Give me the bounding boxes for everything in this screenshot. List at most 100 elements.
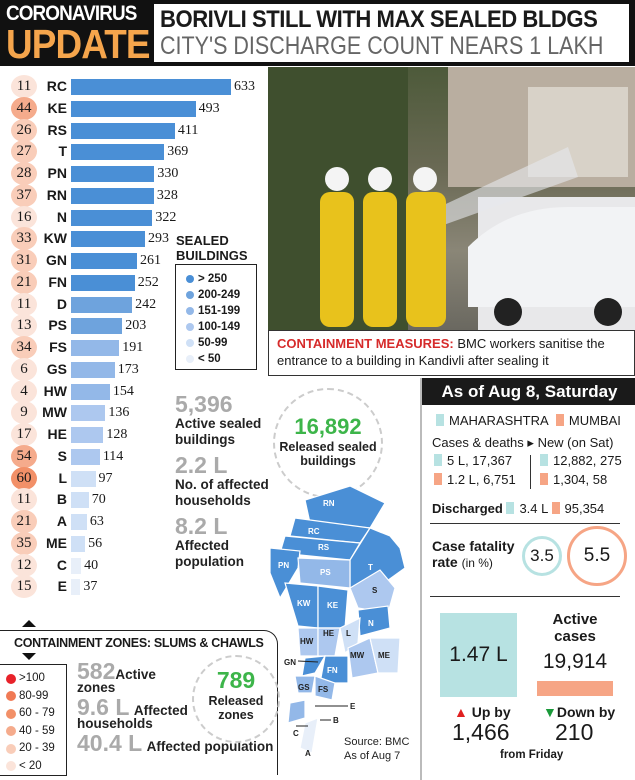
bar-row: 13 PS 203 [0, 314, 262, 338]
ward-RN [304, 485, 386, 529]
containment-zone-count: 33 [11, 227, 37, 251]
bar-row: 54 S 114 [0, 444, 262, 468]
svg-text:HW: HW [300, 637, 314, 646]
ward-D [287, 699, 306, 724]
svg-text:RC: RC [308, 527, 320, 536]
ward-FN [319, 655, 349, 684]
bar-value-label: 411 [177, 122, 199, 138]
bar [71, 579, 81, 596]
map-source: Source: BMC As of Aug 7 [344, 735, 409, 763]
containment-zone-count: 60 [11, 466, 37, 490]
containment-zone-count: 11 [11, 75, 37, 98]
bar [71, 253, 137, 269]
bar-value-label: 70 [91, 492, 106, 508]
bar [71, 448, 100, 465]
bar-row: 37 RN 328 [0, 183, 262, 207]
bar-row: 28 PN 330 [0, 162, 262, 185]
header: BORIVLI STILL WITH MAX SEALED BLDGS CITY… [150, 0, 635, 66]
bar-value-label: 97 [98, 470, 113, 486]
containment-zone-count: 17 [11, 423, 37, 446]
containment-zone-count: 21 [11, 510, 37, 533]
bar-row: 21 FN 252 [0, 270, 262, 294]
containment-zone-count: 15 [11, 575, 37, 599]
bar-row: 11 RC 633 [0, 75, 262, 98]
header-kicker: CORONAVIRUS UPDATE [0, 0, 150, 66]
sealed-stats: 5,396 Active sealed buildings 2.2 L No. … [175, 391, 269, 570]
bar-row: 12 C 40 [0, 553, 262, 577]
households-value: 2.2 L [175, 452, 228, 478]
legend-dot-icon [6, 726, 16, 737]
photo-illustration [268, 67, 635, 330]
mumbai-active: 19,914 [542, 650, 608, 673]
bar-row: 11 B 70 [0, 488, 262, 512]
svg-text:HE: HE [323, 629, 335, 638]
bar-row: 35 ME 56 [0, 531, 262, 555]
bar-row: 4 HW 154 [0, 379, 262, 403]
bar [71, 209, 153, 226]
photo-bmc-workers [268, 67, 635, 330]
legend-dot-icon [186, 355, 194, 363]
ward-label: L [58, 469, 67, 486]
bar-value-label: 56 [88, 535, 103, 551]
down-arrow-icon: ▼ [543, 704, 557, 720]
bar-value-label: 493 [198, 100, 220, 116]
legend-dot-icon [6, 761, 16, 772]
svg-text:KE: KE [327, 601, 339, 610]
bar-value-label: 330 [157, 166, 179, 181]
bar-value-label: 633 [234, 79, 255, 94]
bar-value-label: 114 [102, 448, 124, 464]
svg-text:MW: MW [350, 651, 365, 660]
ward-N [357, 605, 391, 637]
maharashtra-swatch [436, 414, 444, 426]
bar [71, 340, 120, 356]
bar-row: 31 GN 261 [0, 249, 262, 272]
bar-row: 15 E 37 [0, 575, 262, 599]
bar-value-label: 203 [125, 318, 147, 334]
bar-row: 44 KE 493 [0, 96, 262, 120]
containment-title: CONTAINMENT ZONES: SLUMS & CHAWLS [14, 636, 264, 650]
legend-dot-icon [186, 339, 194, 347]
bar-value-label: 252 [137, 274, 159, 290]
bar [71, 492, 89, 509]
bar [71, 405, 106, 422]
containment-zone-count: 31 [11, 249, 37, 272]
ward-label: GN [46, 252, 67, 268]
ward-label: FN [48, 273, 67, 290]
map-source-line: Source: BMC [344, 736, 410, 748]
legend-dot-icon [186, 323, 194, 331]
bar-value-label: 63 [89, 514, 104, 529]
legend-item: 60 - 79 [6, 705, 66, 723]
svg-text:T: T [368, 563, 373, 572]
kicker-line-2: UPDATE [6, 21, 150, 67]
bar [71, 361, 115, 378]
ward-label: ME [46, 534, 67, 551]
svg-text:S: S [372, 586, 378, 595]
ward-label: FS [49, 339, 67, 355]
released-zones-circle: 789 Released zones [192, 655, 280, 743]
bar-value-label: 37 [83, 579, 98, 595]
bar-row: 11 D 242 [0, 292, 262, 316]
population-value: 8.2 L [175, 513, 228, 539]
stats-title: As of Aug 8, Saturday [422, 378, 635, 405]
containment-zone-count: 35 [11, 531, 37, 555]
ward-GS [294, 675, 316, 694]
bar [71, 296, 133, 313]
ward-label: KE [47, 99, 67, 116]
legend-item: 50-99 [186, 335, 256, 351]
stats-panel: As of Aug 8, Saturday MAHARASHTRA MUMBAI… [420, 378, 635, 780]
svg-text:KW: KW [297, 599, 311, 608]
maharashtra-active-box: 1.47 L [440, 613, 517, 697]
ward-label: S [57, 447, 67, 464]
bar [71, 274, 135, 291]
bar [71, 144, 165, 161]
ward-label: MW [42, 404, 67, 421]
containment-zone-count: 12 [11, 553, 37, 577]
ward-label: RN [46, 186, 67, 203]
ward-ME [369, 637, 401, 674]
mumbai-swatch [555, 414, 564, 426]
svg-text:GN: GN [284, 658, 296, 667]
bar-value-label: 293 [148, 231, 170, 247]
mumbai-change: 210 [555, 719, 594, 745]
legend-dot-icon [186, 275, 194, 283]
legend-dot-icon [6, 708, 16, 719]
